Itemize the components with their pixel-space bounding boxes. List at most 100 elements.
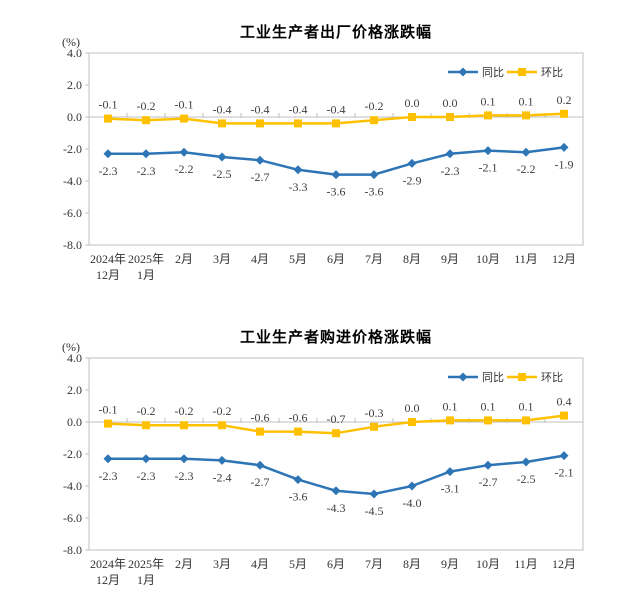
series-yoy-data-label: -2.1 (555, 466, 574, 480)
series-yoy-point-marker (293, 165, 303, 175)
y-axis-tick-label: -4.0 (63, 479, 82, 493)
x-axis-category-label: 2025年 (128, 252, 164, 266)
series-yoy-data-label: -2.2 (175, 162, 194, 176)
x-axis-category-label: 8月 (403, 252, 421, 266)
series-yoy-data-label: -2.7 (479, 475, 498, 489)
series-mom-data-label: -0.4 (289, 102, 308, 116)
x-axis-category-label: 6月 (327, 252, 345, 266)
series-mom-point-marker (332, 119, 340, 128)
series-yoy-data-label: -2.3 (175, 469, 194, 483)
series-mom-point-marker (256, 427, 264, 436)
series-yoy-data-label: -3.6 (327, 185, 346, 199)
x-axis-category-label: 2月 (175, 252, 193, 266)
x-axis-category-label: 3月 (213, 557, 231, 571)
plot-area (88, 357, 584, 551)
x-axis-category-label: 7月 (365, 557, 383, 571)
series-yoy-data-label: -2.1 (479, 161, 498, 175)
series-mom-data-label: 0.0 (405, 96, 420, 110)
x-axis-category-label: 12月 (96, 573, 120, 587)
series-yoy-data-label: -3.6 (365, 185, 384, 199)
y-axis-tick-label: -8.0 (63, 238, 82, 252)
legend-yoy-marker (458, 67, 468, 77)
series-yoy-point-marker (293, 475, 303, 485)
series-yoy-point-marker (217, 152, 227, 162)
series-yoy-point-marker (369, 170, 379, 180)
series-mom-data-label: -0.6 (251, 411, 270, 425)
y-axis-tick-label: 2.0 (67, 78, 82, 92)
y-axis-tick-label: -4.0 (63, 174, 82, 188)
series-yoy-point-marker (179, 147, 189, 157)
series-mom-point-marker (522, 416, 530, 425)
series-yoy-data-label: -2.5 (517, 472, 536, 486)
x-axis-category-label: 12月 (552, 557, 576, 571)
series-yoy-data-label: -2.7 (251, 475, 270, 489)
purchase-price-chart-canvas: 4.0 2.0 0.0 -2.0 -4.0 -6.0 -8.0 2024年 12月 2025年 1月… (63, 351, 584, 587)
series-yoy-point-marker (331, 486, 341, 496)
series-yoy-point-marker (103, 454, 113, 464)
series-mom-data-label: 0.0 (443, 96, 458, 110)
series-yoy-data-label: -4.5 (365, 504, 384, 518)
series-yoy-point-marker (331, 170, 341, 180)
series-yoy-point-marker (217, 455, 227, 465)
x-axis-category-label: 4月 (251, 252, 269, 266)
x-axis-category-label: 2月 (175, 557, 193, 571)
x-axis-category-label: 6月 (327, 557, 345, 571)
series-mom-data-label: -0.7 (327, 412, 346, 426)
x-axis-category-label: 5月 (289, 252, 307, 266)
y-axis-tick-label: 4.0 (67, 351, 82, 365)
series-mom-point-marker (522, 111, 530, 120)
legend-mom-label: 环比 (541, 66, 563, 79)
series-yoy-point-marker (407, 481, 417, 491)
series-yoy-point-marker (179, 454, 189, 464)
x-axis-category-label: 12月 (552, 252, 576, 266)
series-yoy-data-label: -3.1 (441, 482, 460, 496)
series-mom-point-marker (332, 429, 340, 438)
series-mom-data-label: -0.2 (365, 99, 384, 113)
series-mom-point-marker (560, 109, 568, 118)
y-axis-tick-label: 0.0 (67, 415, 82, 429)
series-mom-data-label: 0.0 (405, 401, 420, 415)
x-axis-category-label: 9月 (441, 252, 459, 266)
series-mom-data-label: -0.2 (137, 99, 156, 113)
x-axis-category-label: 7月 (365, 252, 383, 266)
legend-mom-marker (518, 68, 526, 76)
series-yoy-point-marker (103, 149, 113, 159)
legend-mom-marker (518, 373, 526, 381)
series-yoy-data-label: -2.3 (99, 164, 118, 178)
series-yoy-data-label: -2.7 (251, 170, 270, 184)
series-mom-point-marker (142, 421, 150, 430)
series-mom-data-label: -0.6 (289, 411, 308, 425)
series-yoy-point-marker (255, 460, 265, 470)
chart-title-factory-prices: 工业生产者出厂价格涨跌幅 (239, 24, 432, 41)
x-axis-category-label: 12月 (96, 268, 120, 282)
series-mom-data-label: 0.1 (519, 94, 534, 108)
y-axis-tick-label: -6.0 (63, 206, 82, 220)
x-axis-category-label: 11月 (514, 557, 538, 571)
y-axis-unit-label: (%) (62, 340, 80, 354)
x-axis-category-label: 1月 (137, 268, 155, 282)
series-mom-data-label: 0.1 (481, 94, 496, 108)
legend-yoy-label: 同比 (482, 66, 504, 79)
series-mom-data-label: -0.1 (99, 98, 118, 112)
series-mom-point-marker (446, 416, 454, 425)
series-mom-point-marker (294, 427, 302, 436)
y-axis-tick-label: -2.0 (63, 447, 82, 461)
series-mom-data-label: -0.4 (327, 102, 346, 116)
series-mom-data-label: 0.1 (519, 399, 534, 413)
series-mom-point-marker (218, 119, 226, 128)
series-yoy-data-label: -2.5 (213, 167, 232, 181)
series-yoy-data-label: -2.4 (213, 470, 232, 484)
series-mom-data-label: -0.2 (175, 404, 194, 418)
series-mom-point-marker (408, 113, 416, 121)
x-axis-category-label: 1月 (137, 573, 155, 587)
factory-price-chart-canvas: 4.0 2.0 0.0 -2.0 -4.0 -6.0 -8.0 2024年 12月 2025年 1月… (63, 46, 584, 282)
series-yoy-point-marker (521, 147, 531, 157)
x-axis-category-label: 10月 (476, 557, 500, 571)
y-axis-tick-label: 0.0 (67, 110, 82, 124)
series-yoy-point-marker (141, 454, 151, 464)
series-yoy-point-marker (483, 460, 493, 470)
legend-yoy-marker (458, 372, 468, 382)
series-yoy-point-marker (407, 158, 417, 168)
x-axis-category-label: 8月 (403, 557, 421, 571)
y-axis-tick-label: 4.0 (67, 46, 82, 60)
